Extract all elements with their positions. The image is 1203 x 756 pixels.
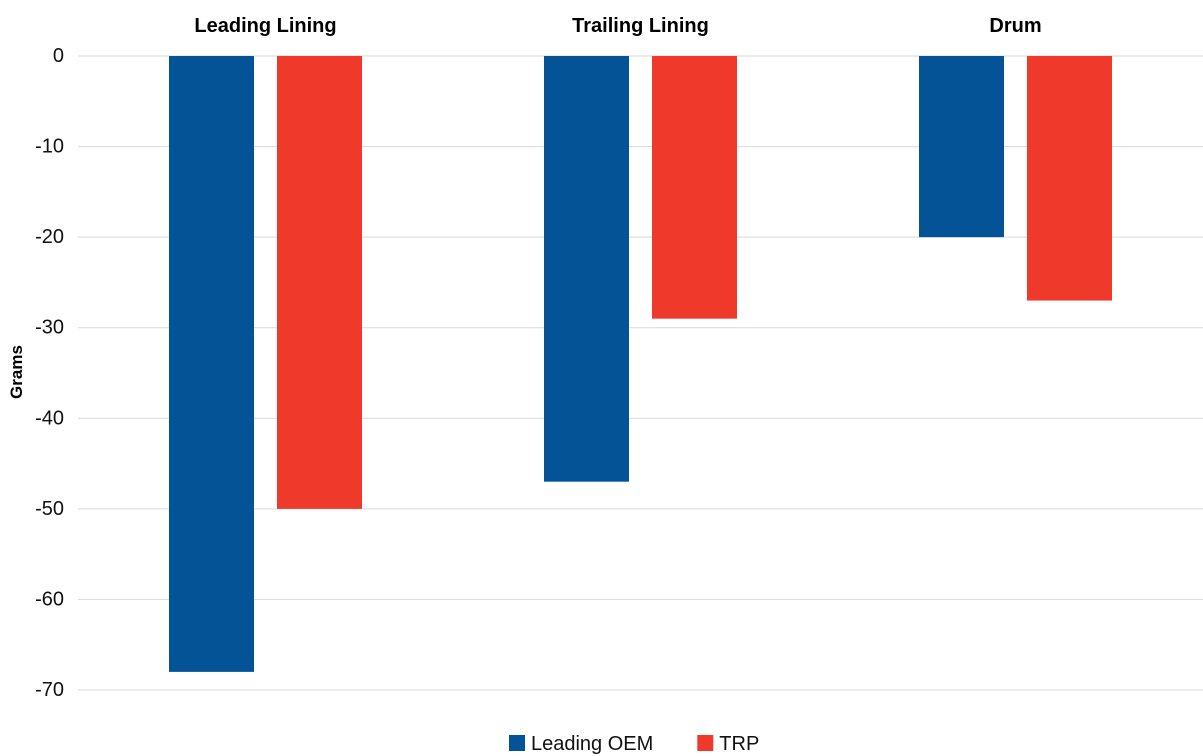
y-tick-label: 0 [53,45,64,67]
bar-leading-oem [919,56,1004,238]
legend-swatch [509,735,525,751]
bar-trp [652,56,737,319]
gridlines [78,55,1203,691]
bar-leading-oem [169,56,254,672]
category-labels: Leading Lining Trailing Lining Drum [194,15,1041,37]
y-axis-ticks: 0 -10 -20 -30 -40 -50 -60 -70 [35,45,64,701]
legend-label: Leading OEM [531,733,653,755]
bar-leading-oem [544,56,629,482]
y-tick-label: -20 [35,226,64,248]
legend-swatch [697,735,714,751]
legend: Leading OEM TRP [509,733,759,755]
bar-trp [277,56,362,509]
category-label: Trailing Lining [572,15,709,37]
y-axis-title: Grams [7,345,26,399]
legend-label: TRP [719,733,759,755]
y-tick-label: -10 [35,136,64,158]
y-tick-label: -30 [35,317,64,339]
bars [169,56,1112,672]
y-tick-label: -70 [35,679,64,701]
y-tick-label: -50 [35,498,64,520]
category-label: Leading Lining [194,15,336,37]
category-label: Drum [989,15,1041,37]
bar-trp [1027,56,1112,301]
y-tick-label: -60 [35,588,64,610]
y-tick-label: -40 [35,407,64,429]
